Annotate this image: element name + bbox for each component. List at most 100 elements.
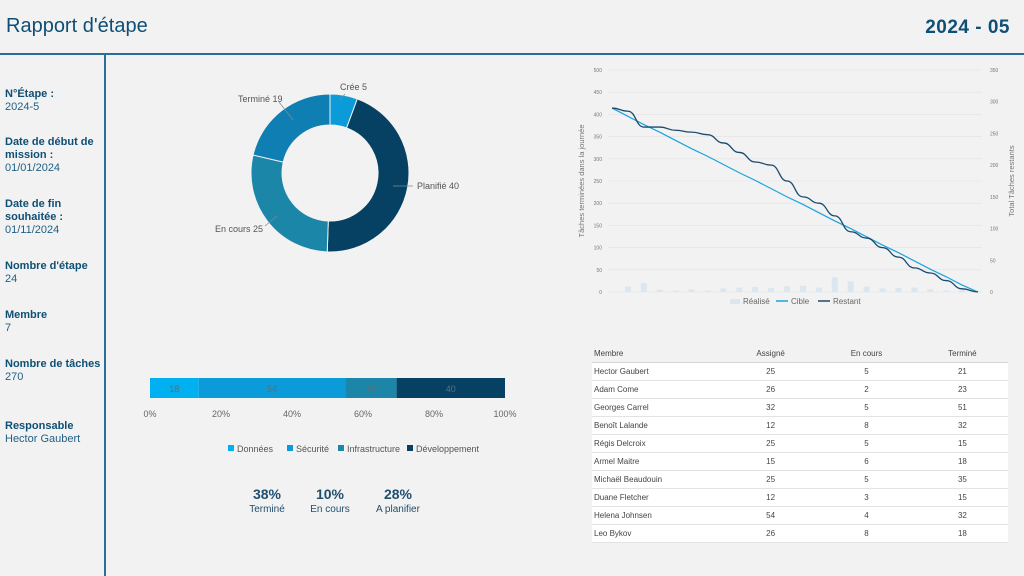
member-name-cell: Michaël Beaudouin: [592, 470, 725, 489]
field-etape: N°Étape : 2024-5: [5, 88, 103, 114]
y-tick-label: 450: [594, 90, 603, 96]
in-progress-cell: 2: [816, 380, 917, 399]
legend-label: Données: [237, 444, 274, 454]
table-row: Georges Carrel 32 5 51: [592, 398, 1008, 417]
bar-segment-label: 19: [366, 384, 376, 394]
y-axis-title: Tâches terminées dans la journée: [577, 125, 586, 238]
legend-swatch: [287, 445, 293, 451]
y-tick-label: 350: [594, 135, 603, 141]
field-value: 01/01/2024: [5, 162, 61, 174]
member-name-cell: Georges Carrel: [592, 398, 725, 417]
cible-line: [611, 107, 979, 293]
table-row: Adam Come 26 2 23: [592, 380, 1008, 399]
legend-swatch: [407, 445, 413, 451]
x-tick-label: 100%: [493, 409, 516, 419]
kpi-value: 10%: [315, 486, 345, 502]
status-donut-chart: Crée 5 Planifié 40 En cours 25 Terminé 1…: [205, 78, 475, 268]
done-cell: 32: [916, 506, 1008, 525]
y2-tick-label: 0: [990, 290, 993, 296]
table-header-row: Membre Assigné En cours Terminé: [592, 344, 1008, 363]
restant-line: [611, 107, 979, 293]
bar-segment-développement: [396, 378, 505, 398]
donut-label-cree: Crée 5: [340, 82, 368, 92]
header: Rapport d'étape 2024 - 05: [0, 0, 1024, 54]
y2-tick-label: 300: [990, 100, 999, 106]
realise-bar: [815, 287, 822, 292]
y2-tick-label: 50: [990, 258, 996, 264]
done-cell: 51: [916, 398, 1008, 417]
in-progress-cell: 6: [816, 452, 917, 471]
table-row: Leo Bykov 26 8 18: [592, 524, 1008, 543]
y-tick-label: 0: [599, 290, 602, 296]
in-progress-cell: 4: [816, 506, 917, 525]
member-name-cell: Hector Gaubert: [592, 362, 725, 381]
table-row: Helena Johnsen 54 4 32: [592, 506, 1008, 525]
member-name-cell: Leo Bykov: [592, 524, 725, 543]
x-tick-label: 20%: [212, 409, 230, 419]
in-progress-cell: 5: [816, 398, 917, 417]
field-label: N°Étape :: [5, 88, 55, 100]
assigned-cell: 25: [725, 434, 817, 453]
field-start-date: Date de début de mission : 01/01/2024: [5, 136, 103, 175]
table-row: Hector Gaubert 25 5 21: [592, 362, 1008, 381]
in-progress-cell: 5: [816, 470, 917, 489]
stacked-bar-svg: 18 54 19 40 0% 20% 40% 60% 80% 100% Données Sécurit…: [143, 378, 517, 454]
burndown-chart: 0 50 100 150 200 250 300 350 400 450 500 0 50 100 150 2…: [572, 60, 1024, 315]
realise-bar: [784, 286, 791, 292]
assigned-cell: 54: [725, 506, 817, 525]
done-cell: 18: [916, 524, 1008, 543]
done-cell: 23: [916, 380, 1008, 399]
field-label: Membre: [5, 309, 48, 321]
member-name-cell: Armel Maitre: [592, 452, 725, 471]
col-header-assigne: Assigné: [725, 344, 817, 363]
donut-label-planifie: Planifié 40: [417, 181, 460, 191]
member-name-cell: Régis Delcroix: [592, 434, 725, 453]
leader-line: [278, 101, 294, 121]
bar-segment-label: 54: [267, 384, 277, 394]
realise-bar: [656, 289, 663, 292]
y-tick-label: 500: [594, 68, 603, 74]
page-title: Rapport d'étape: [6, 15, 148, 37]
in-progress-cell: 8: [816, 524, 917, 543]
done-cell: 35: [916, 470, 1008, 489]
kpi-label: Terminé: [249, 504, 285, 515]
member-name-cell: Duane Fletcher: [592, 488, 725, 507]
leader-line: [264, 215, 278, 227]
field-value: 2024-5: [5, 101, 40, 113]
realise-bar: [847, 281, 854, 292]
field-label: Nombre d'étape: [5, 260, 88, 272]
x-tick-label: 0%: [143, 409, 156, 419]
legend-label: Infrastructure: [347, 444, 400, 454]
realise-bar: [672, 290, 679, 292]
assigned-cell: 15: [725, 452, 817, 471]
legend-swatch-realise: [730, 299, 740, 304]
table-row: Benoît Lalande 12 8 32: [592, 416, 1008, 435]
assigned-cell: 25: [725, 362, 817, 381]
done-cell: 18: [916, 452, 1008, 471]
field-value: 270: [5, 371, 24, 383]
table-row: Duane Fletcher 12 3 15: [592, 488, 1008, 507]
done-cell: 15: [916, 488, 1008, 507]
x-tick-label: 60%: [354, 409, 372, 419]
assigned-cell: 12: [725, 488, 817, 507]
y-tick-label: 150: [594, 223, 603, 229]
assigned-cell: 26: [725, 380, 817, 399]
table-row: Michaël Beaudouin 25 5 35: [592, 470, 1008, 489]
realise-bar: [640, 283, 647, 292]
done-cell: 32: [916, 416, 1008, 435]
legend-label: Sécurité: [296, 444, 329, 454]
y-tick-label: 250: [594, 179, 603, 185]
table-row: Armel Maitre 15 6 18: [592, 452, 1008, 471]
in-progress-cell: 5: [816, 434, 917, 453]
realise-bar: [863, 286, 870, 292]
realise-bar: [895, 288, 902, 292]
field-owner: Responsable Hector Gaubert: [5, 420, 103, 446]
sidebar-divider: [104, 55, 106, 576]
field-value: 01/11/2024: [5, 224, 60, 236]
realise-bar: [752, 287, 759, 292]
kpi-termine: 38% Terminé: [232, 486, 302, 515]
realise-bar: [927, 289, 934, 292]
member-name-cell: Helena Johnsen: [592, 506, 725, 525]
kpi-value: 28%: [383, 486, 413, 502]
table-row: Régis Delcroix 25 5 15: [592, 434, 1008, 453]
